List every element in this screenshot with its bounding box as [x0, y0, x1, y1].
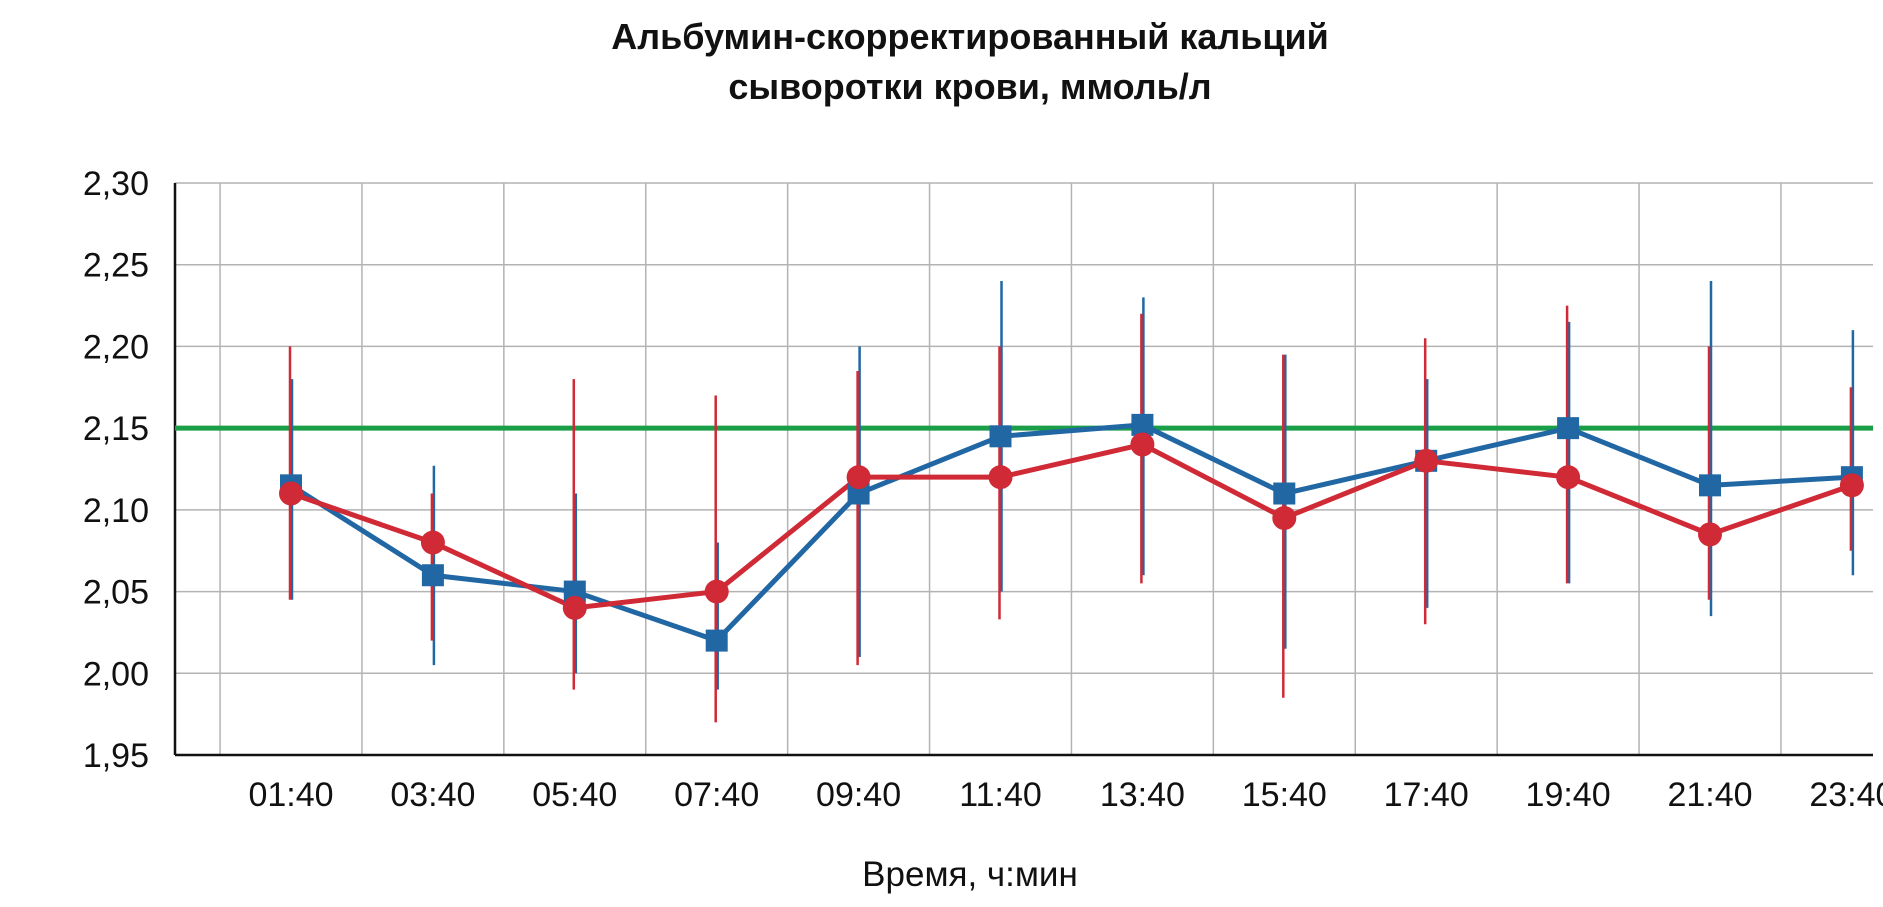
- data-point-square: [847, 482, 870, 505]
- data-point-circle: [988, 465, 1013, 490]
- data-point-circle: [1698, 522, 1722, 547]
- x-tick-label: 13:40: [1100, 776, 1185, 814]
- chart-title: Альбумин-скорректированный кальций сывор…: [611, 16, 1329, 107]
- x-tick-label: 15:40: [1242, 776, 1327, 814]
- axes: [173, 183, 1873, 757]
- series-line-1: [289, 422, 1853, 644]
- data-point-circle: [1839, 473, 1864, 498]
- x-axis-label: Время, ч:мин: [862, 855, 1078, 894]
- y-tick-label: 2,25: [83, 247, 149, 285]
- y-tick-label: 2,30: [83, 165, 149, 203]
- x-tick-label: 21:40: [1667, 776, 1752, 814]
- data-point-circle: [1556, 465, 1581, 490]
- data-point-circle: [846, 465, 871, 490]
- data-point-circle: [1414, 448, 1439, 473]
- x-tick-label: 09:40: [816, 776, 901, 814]
- data-point-square: [705, 629, 728, 652]
- data-point-square: [1557, 417, 1580, 440]
- y-tick-label: 2,00: [83, 655, 149, 693]
- gridlines: [175, 182, 1873, 755]
- y-tick-label: 2,10: [83, 492, 149, 530]
- data-point-circle: [562, 595, 587, 620]
- data-point-circle: [420, 530, 445, 555]
- y-tick-label: 2,05: [83, 574, 149, 612]
- series-line-2: [290, 441, 1853, 611]
- x-tick-label: 05:40: [532, 776, 617, 814]
- data-point-square: [421, 564, 444, 587]
- x-tick-label: 01:40: [248, 776, 333, 814]
- y-tick-labels: 1,95 2,00 2,05 2,10 2,15 2,20 2,25 2,30: [83, 165, 149, 775]
- chart-title-line-1: Альбумин-скорректированный кальций: [611, 16, 1329, 57]
- data-point-circle: [1272, 506, 1297, 531]
- x-tick-label: 11:40: [959, 776, 1042, 814]
- x-tick-label: 07:40: [674, 776, 759, 814]
- data-point-square: [989, 425, 1012, 448]
- y-tick-label: 2,15: [83, 410, 149, 448]
- x-tick-labels: 01:40 03:40 05:40 07:40 09:40 11:40 13:40 15:40…: [248, 776, 1883, 814]
- data-point-circle: [704, 579, 729, 604]
- data-point-square: [1699, 474, 1721, 497]
- series-lines: [289, 422, 1853, 644]
- data-point-square: [563, 580, 586, 603]
- y-tick-label: 1,95: [83, 737, 149, 775]
- series-markers: [279, 413, 1864, 652]
- y-tick-label: 2,20: [83, 328, 149, 366]
- x-tick-label: 03:40: [390, 776, 475, 814]
- x-tick-label: 23:40: [1809, 776, 1883, 814]
- chart-title-line-2: сыворотки крови, ммоль/л: [728, 66, 1211, 107]
- x-tick-label: 17:40: [1384, 776, 1469, 814]
- x-tick-label: 19:40: [1526, 776, 1611, 814]
- data-point-circle: [279, 481, 303, 506]
- data-point-circle: [1130, 432, 1155, 457]
- data-point-square: [1273, 482, 1296, 505]
- data-point-square: [1131, 413, 1154, 436]
